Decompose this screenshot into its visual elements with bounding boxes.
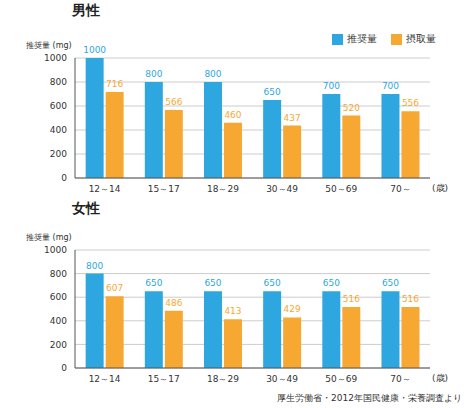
svg-text:520: 520: [343, 103, 360, 113]
html-text:(歳): (歳): [432, 373, 448, 383]
svg-text:650: 650: [264, 278, 281, 288]
svg-text:556: 556: [402, 98, 419, 108]
svg-text:1000: 1000: [44, 245, 67, 255]
svg-text:600: 600: [50, 101, 67, 111]
svg-text:566: 566: [165, 97, 182, 107]
svg-text:200: 200: [50, 340, 67, 350]
svg-text:607: 607: [106, 283, 123, 293]
svg-text:1000: 1000: [44, 53, 67, 63]
svg-text:18～29: 18～29: [207, 184, 239, 194]
svg-text:12～14: 12～14: [89, 184, 121, 194]
svg-text:15～17: 15～17: [148, 374, 180, 384]
svg-text:650: 650: [323, 278, 340, 288]
svg-text:800: 800: [50, 269, 67, 279]
svg-text:650: 650: [145, 278, 162, 288]
svg-text:200: 200: [50, 149, 67, 159]
html-text:女性: 女性: [72, 200, 100, 216]
svg-text:50～69: 50～69: [325, 374, 357, 384]
svg-text:650: 650: [264, 87, 281, 97]
svg-text:800: 800: [204, 69, 221, 79]
svg-text:516: 516: [343, 294, 360, 304]
html-text:厚生労働省・2012年国民健康・栄養調査より: 厚生労働省・2012年国民健康・栄養調査より: [277, 393, 462, 403]
svg-text:700: 700: [382, 81, 399, 91]
svg-text:15～17: 15～17: [148, 184, 180, 194]
svg-text:400: 400: [50, 316, 67, 326]
svg-text:1000: 1000: [83, 45, 106, 55]
html-text:推奨量 (mg): 推奨量 (mg): [26, 41, 72, 50]
svg-text:18～29: 18～29: [207, 374, 239, 384]
svg-text:30～49: 30～49: [266, 184, 298, 194]
svg-text:70～: 70～: [390, 184, 410, 194]
svg-text:650: 650: [382, 278, 399, 288]
svg-text:437: 437: [284, 113, 301, 123]
svg-text:0: 0: [61, 363, 67, 373]
svg-text:12～14: 12～14: [89, 374, 121, 384]
svg-text:70～: 70～: [390, 374, 410, 384]
svg-text:800: 800: [145, 69, 162, 79]
svg-text:50～69: 50～69: [325, 184, 357, 194]
html-text:男性: 男性: [72, 2, 100, 18]
html-text:推奨量: 推奨量: [347, 33, 377, 44]
html-text:(歳): (歳): [432, 183, 448, 193]
svg-text:716: 716: [106, 79, 123, 89]
svg-text:516: 516: [402, 294, 419, 304]
html-text:摂取量: 摂取量: [406, 33, 436, 44]
svg-text:460: 460: [224, 110, 241, 120]
svg-text:429: 429: [284, 304, 301, 314]
svg-text:700: 700: [323, 81, 340, 91]
svg-text:413: 413: [224, 306, 241, 316]
svg-text:650: 650: [204, 278, 221, 288]
svg-text:800: 800: [86, 261, 103, 271]
svg-text:400: 400: [50, 125, 67, 135]
svg-text:800: 800: [50, 77, 67, 87]
svg-text:30～49: 30～49: [266, 374, 298, 384]
svg-text:0: 0: [61, 173, 67, 183]
svg-text:486: 486: [165, 298, 182, 308]
svg-text:600: 600: [50, 292, 67, 302]
html-text:推奨量 (mg): 推奨量 (mg): [26, 233, 72, 242]
